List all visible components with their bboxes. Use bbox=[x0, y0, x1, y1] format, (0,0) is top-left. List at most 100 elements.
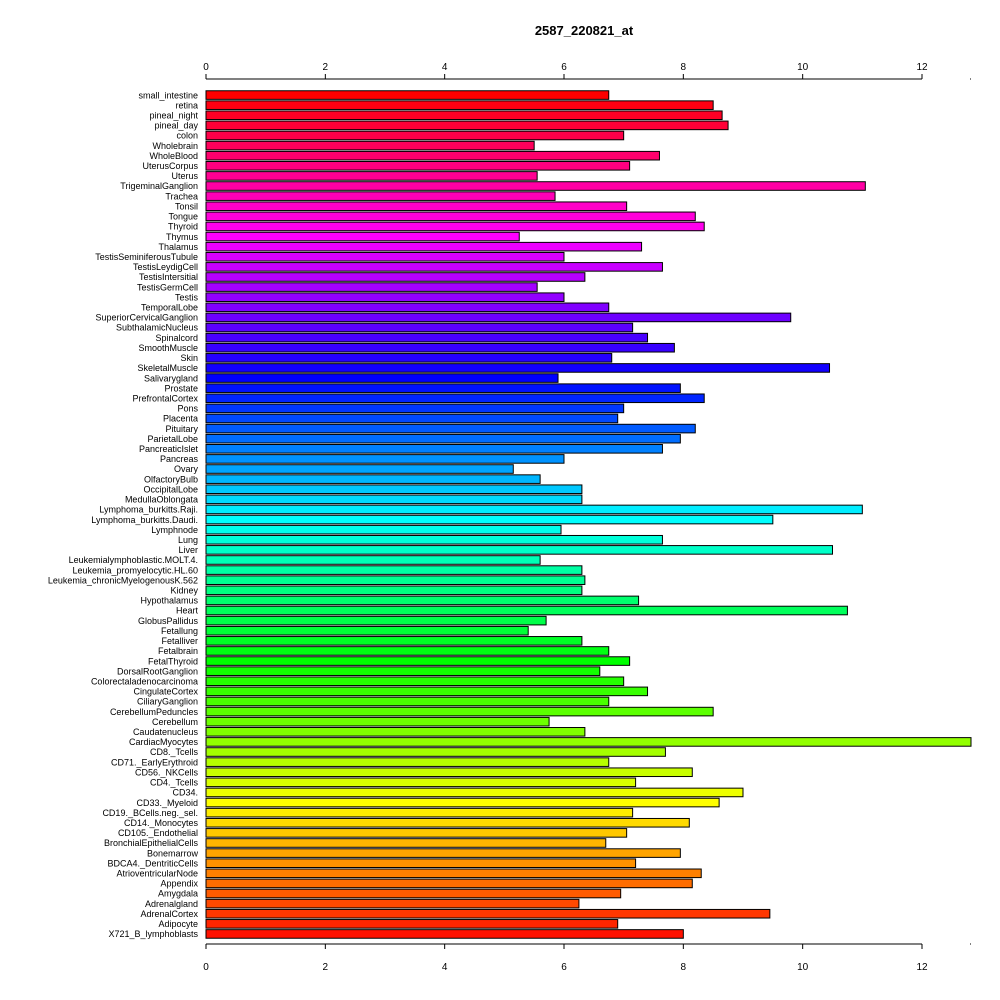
bar-group bbox=[205, 90, 972, 939]
bar bbox=[205, 251, 565, 262]
x-tick-label: 8 bbox=[681, 62, 687, 73]
bar bbox=[205, 211, 696, 222]
bar bbox=[205, 464, 514, 474]
bar bbox=[205, 161, 631, 171]
x-axis-top: 0 2 4 6 8 10 12 bbox=[203, 62, 971, 80]
category-label: Thalamus bbox=[158, 242, 198, 252]
x-tick-label: 2 bbox=[323, 962, 329, 973]
bar bbox=[205, 484, 583, 495]
category-label: colon bbox=[176, 131, 198, 141]
category-label: Prostate bbox=[164, 383, 198, 393]
category-label: CerebellumPeduncles bbox=[110, 707, 199, 717]
bar bbox=[205, 322, 634, 333]
bar bbox=[205, 908, 771, 919]
category-label: Heart bbox=[176, 606, 199, 616]
bar bbox=[205, 777, 637, 788]
bar bbox=[205, 413, 619, 424]
category-label: Fetalliver bbox=[161, 636, 198, 646]
bar bbox=[205, 524, 562, 535]
bar bbox=[205, 433, 681, 444]
bar bbox=[205, 130, 625, 141]
x-tick-label: 0 bbox=[203, 62, 209, 73]
category-label: CingulateCortex bbox=[133, 687, 198, 697]
category-label: TrigeminalGanglion bbox=[120, 181, 198, 191]
category-label: TestisSeminiferousTubule bbox=[95, 252, 198, 262]
category-label: PancreaticIslet bbox=[139, 444, 199, 454]
bar bbox=[205, 282, 538, 292]
x-tick-label: 12 bbox=[916, 962, 928, 973]
bar bbox=[205, 797, 720, 808]
bar bbox=[205, 120, 729, 131]
category-label: UterusCorpus bbox=[142, 161, 198, 171]
bar bbox=[205, 929, 684, 939]
category-label: Pons bbox=[177, 404, 198, 414]
x-tick-label: 4 bbox=[442, 62, 448, 73]
category-label: PrefrontalCortex bbox=[132, 393, 198, 403]
category-label: Adrenalgland bbox=[145, 899, 198, 909]
category-label: TestisGermCell bbox=[137, 282, 198, 292]
category-label: Amygdala bbox=[158, 889, 198, 899]
x-tick-label: 8 bbox=[681, 962, 687, 973]
category-label: TestisLeydigCell bbox=[133, 262, 198, 272]
bar bbox=[205, 838, 607, 848]
bar bbox=[205, 605, 848, 616]
bar bbox=[205, 262, 663, 272]
category-label: Bonemarrow bbox=[147, 848, 199, 858]
category-label: MedullaOblongata bbox=[125, 495, 198, 505]
bar bbox=[205, 848, 681, 858]
category-label: CD4._Tcells bbox=[150, 778, 199, 788]
bar bbox=[205, 444, 663, 454]
category-label: Tonsil bbox=[175, 201, 198, 211]
category-label: WholeBlood bbox=[149, 151, 198, 161]
bar bbox=[205, 716, 550, 727]
bar bbox=[205, 585, 583, 596]
category-label: Lymphnode bbox=[151, 525, 198, 535]
category-label: CardiacMyocytes bbox=[129, 737, 199, 747]
bar bbox=[205, 191, 556, 201]
bar bbox=[205, 817, 690, 828]
category-label: Skin bbox=[180, 353, 198, 363]
category-label: Kidney bbox=[170, 586, 198, 596]
category-label: Lymphoma_burkitts.Daudi. bbox=[91, 515, 198, 525]
category-label: CD19._BCells.neg._sel. bbox=[102, 808, 198, 818]
category-labels: small_intestineretinapineal_nightpineal_… bbox=[48, 90, 199, 939]
category-label: Wholebrain bbox=[152, 141, 198, 151]
bar bbox=[205, 898, 580, 909]
category-label: Appendix bbox=[160, 879, 198, 889]
bar bbox=[205, 201, 628, 212]
category-label: Ovary bbox=[174, 464, 199, 474]
category-label: TestisIntersitial bbox=[139, 272, 198, 282]
bar bbox=[205, 363, 831, 373]
category-label: Fetalbrain bbox=[158, 646, 198, 656]
bar bbox=[205, 332, 649, 343]
category-label: CD8._Tcells bbox=[150, 747, 199, 757]
category-label: CD33._Myeloid bbox=[136, 798, 198, 808]
category-label: small_intestine bbox=[138, 90, 198, 100]
bar bbox=[205, 171, 538, 181]
category-label: Testis bbox=[175, 292, 199, 302]
bar bbox=[205, 868, 702, 879]
category-label: FetalThyroid bbox=[148, 656, 198, 666]
category-label: CiliaryGanglion bbox=[137, 697, 198, 707]
category-label: pineal_day bbox=[154, 121, 198, 131]
bar bbox=[205, 393, 705, 404]
bar bbox=[205, 545, 833, 555]
category-label: GlobusPallidus bbox=[138, 616, 199, 626]
category-label: X721_B_lymphoblasts bbox=[108, 929, 198, 939]
bar bbox=[205, 474, 541, 484]
bar bbox=[205, 403, 625, 414]
category-label: TemporalLobe bbox=[141, 303, 198, 313]
bar bbox=[205, 615, 547, 626]
category-label: Hypothalamus bbox=[140, 596, 198, 606]
bar bbox=[205, 757, 610, 767]
category-label: AdrenalCortex bbox=[140, 909, 198, 919]
category-label: Liver bbox=[178, 545, 198, 555]
bar bbox=[205, 454, 565, 464]
bar bbox=[205, 302, 610, 313]
category-label: CD105._Endothelial bbox=[118, 828, 198, 838]
bar bbox=[205, 555, 541, 565]
category-label: Leukemia_promyelocytic.HL.60 bbox=[72, 565, 198, 575]
category-label: retina bbox=[175, 100, 198, 110]
bar bbox=[205, 373, 559, 383]
category-label: Tongue bbox=[168, 212, 198, 222]
